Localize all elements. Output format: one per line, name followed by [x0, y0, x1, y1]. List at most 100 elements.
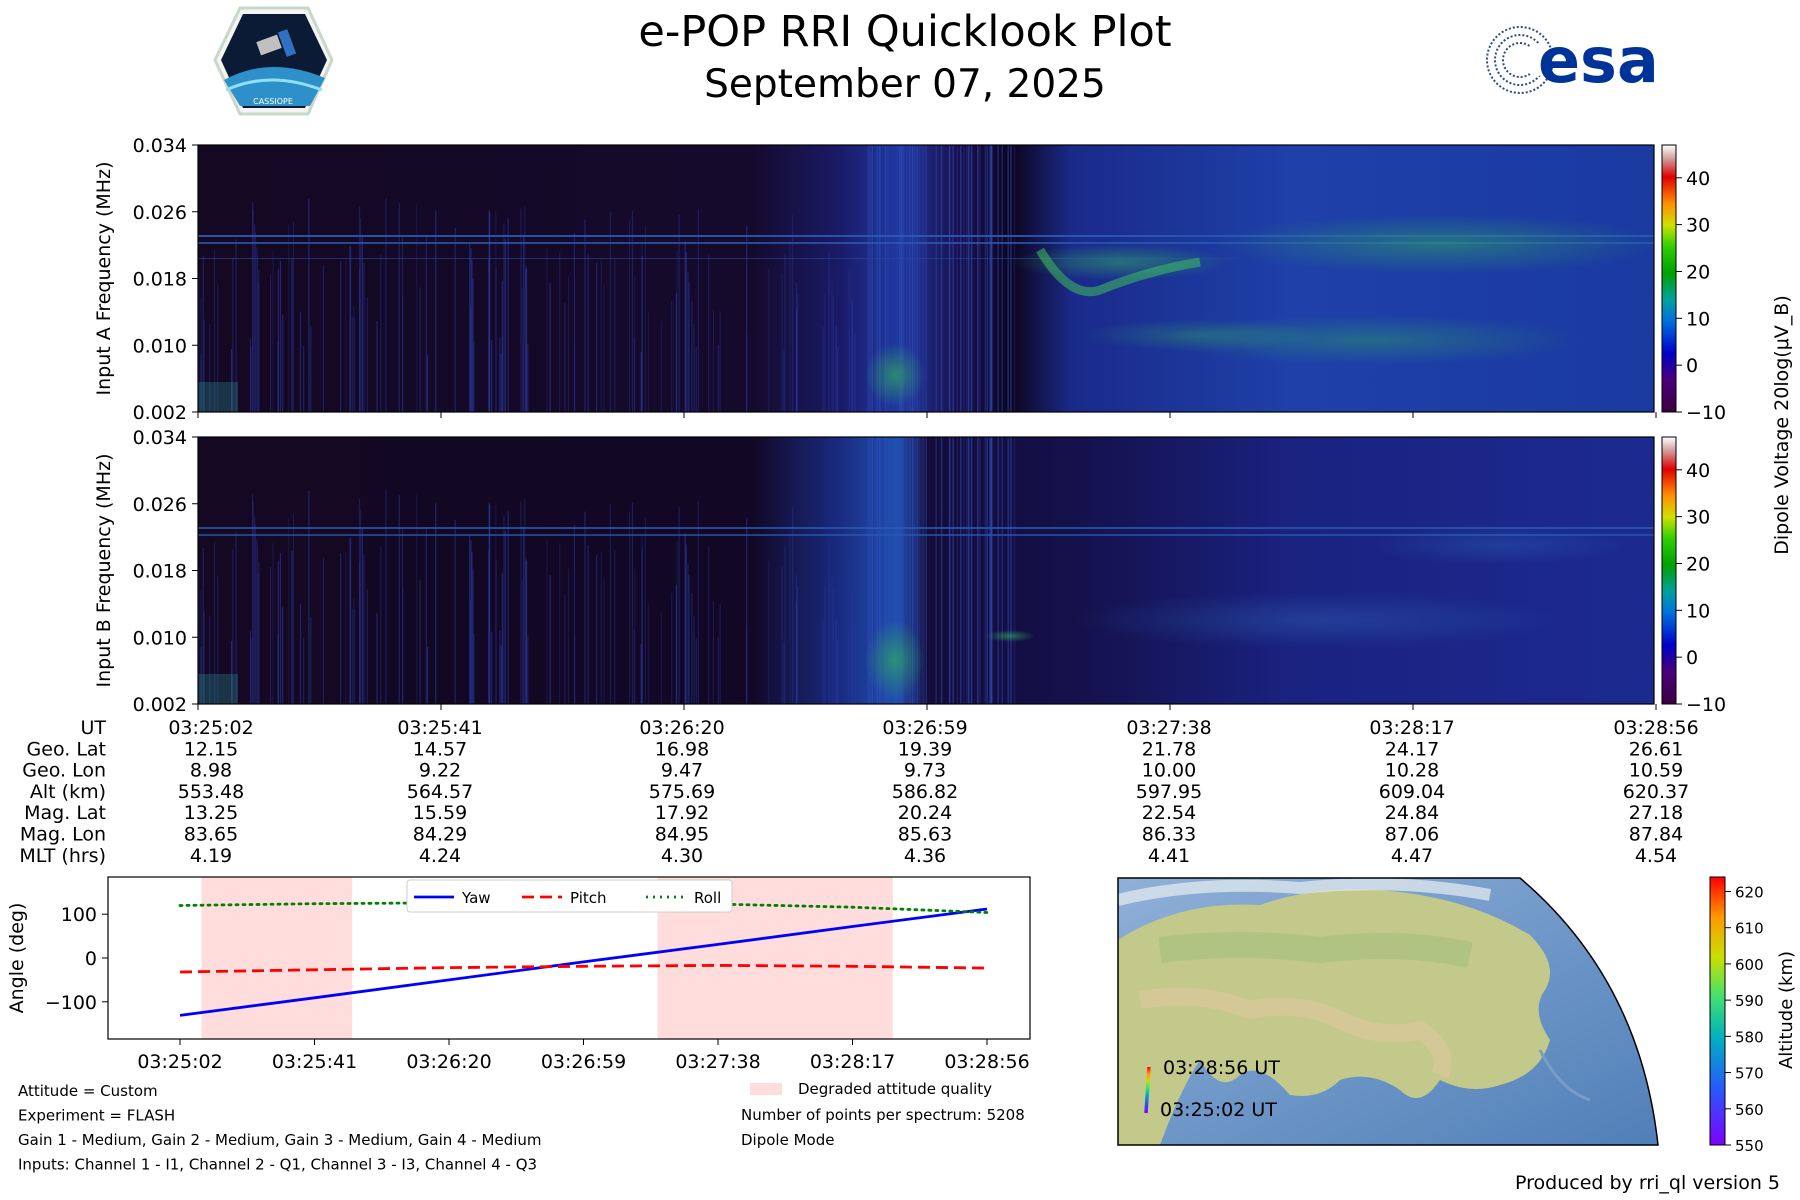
colorbar-tick-label: −10 [1686, 402, 1726, 424]
orbit-cell: 4.54 [1635, 845, 1677, 867]
cassiope-logo-text: CASSIOPE [253, 97, 293, 106]
orbit-cell: 83.65 [184, 824, 238, 846]
orbit-row-label: Geo. Lon [22, 760, 106, 782]
orbit-cell: 4.47 [1391, 845, 1433, 867]
orbit-row-label: Alt (km) [30, 781, 106, 803]
ground-track-line [1144, 1066, 1151, 1114]
orbit-cell: 597.95 [1136, 781, 1202, 803]
orbit-row-label: Mag. Lon [20, 824, 106, 846]
orbit-cell: 24.17 [1385, 738, 1439, 760]
orbit-row-label: Geo. Lat [27, 738, 106, 760]
colorbar-tick-label: 0 [1686, 355, 1698, 377]
ytick-label-b: 0.002 [133, 694, 187, 716]
series-roll [178, 901, 989, 914]
orbit-cell: 4.36 [904, 845, 946, 867]
orbit-cell: 84.29 [413, 824, 467, 846]
orbit-cell: 86.33 [1142, 824, 1196, 846]
altitude-tick-label: 580 [1735, 1028, 1764, 1046]
colorbar-tick-label: 10 [1686, 600, 1710, 622]
colorbar-tick-label: 40 [1686, 460, 1710, 482]
orbit-cell: 609.04 [1379, 781, 1445, 803]
attitude-xtick-label: 03:28:56 [944, 1051, 1029, 1073]
spectrogram-input-b [197, 436, 1655, 705]
degraded-legend-swatch [750, 1083, 782, 1095]
map-label-start: 03:25:02 UT [1160, 1099, 1277, 1121]
legend-label-pitch: Pitch [570, 889, 607, 907]
credit: Produced by rri_ql version 5 [1515, 1172, 1780, 1194]
ground-track-map: 03:28:56 UT 03:25:02 UT [1117, 877, 1659, 1146]
orbit-cell: 03:26:20 [639, 717, 724, 739]
attitude-xtick-label: 03:25:41 [272, 1051, 357, 1073]
points-per-spectrum: Number of points per spectrum: 5208 [741, 1106, 1025, 1124]
footer-note: Inputs: Channel 1 - I1, Channel 2 - Q1, … [18, 1156, 537, 1174]
orbit-table: UT 03:25:02 03:25:41 03:26:20 03:26:59 03:27:… [19, 717, 1698, 867]
orbit-row-label: Mag. Lat [24, 802, 106, 824]
orbit-cell: 10.00 [1142, 760, 1196, 782]
attitude-ytick-label: 100 [61, 904, 97, 926]
altitude-colorbar: 620 610 600 590 580 570 560 550 Altitude (km) [1709, 876, 1797, 1155]
orbit-cell: 4.24 [419, 845, 461, 867]
ytick-label-b: 0.034 [133, 427, 187, 449]
orbit-cell: 03:27:38 [1126, 717, 1211, 739]
footer-note: Attitude = Custom [18, 1082, 158, 1100]
attitude-legend: Yaw Pitch Roll [406, 879, 733, 913]
colorbar-tick-label: 30 [1686, 507, 1710, 529]
orbit-cell: 10.28 [1385, 760, 1439, 782]
degraded-region [201, 877, 353, 1039]
voltage-colorbar: 40 30 20 10 0 −10 40 30 20 10 0 −10 Dipole Voltage … [1661, 144, 1793, 716]
orbit-row-label: MLT (hrs) [19, 845, 106, 867]
altitude-tick-label: 600 [1735, 956, 1764, 974]
footer-notes: Attitude = Custom Experiment = FLASH Gain … [18, 1082, 542, 1174]
altitude-colorbar-label: Altitude (km) [1776, 951, 1797, 1069]
attitude-ytick-label: −100 [45, 992, 97, 1014]
colorbar-label: Dipole Voltage 20log(μV_B) [1771, 295, 1793, 555]
altitude-tick-label: 590 [1735, 992, 1764, 1010]
page-title: e-POP RRI Quicklook Plot [638, 7, 1171, 57]
altitude-tick-label: 560 [1735, 1101, 1764, 1119]
colorbar-tick-label: 40 [1686, 168, 1710, 190]
ytick-label-a: 0.034 [133, 135, 187, 157]
colorbar-tick-label: 20 [1686, 261, 1710, 283]
orbit-cell: 9.73 [904, 760, 946, 782]
orbit-cell: 13.25 [184, 802, 238, 824]
legend-label-roll: Roll [694, 889, 721, 907]
degraded-legend-label: Degraded attitude quality [798, 1080, 992, 1098]
ylabel-b: Input B Frequency (MHz) [93, 454, 115, 688]
series-yaw [179, 907, 988, 1017]
orbit-cell: 27.18 [1629, 802, 1683, 824]
attitude-ytick-label: 0 [85, 948, 97, 970]
orbit-cell: 84.95 [655, 824, 709, 846]
orbit-cell: 87.06 [1385, 824, 1439, 846]
cassiope-logo: CASSIOPE [213, 6, 334, 116]
colorbar-tick-label: −10 [1686, 694, 1726, 716]
orbit-cell: 03:26:59 [882, 717, 967, 739]
orbit-cell: 4.41 [1148, 845, 1190, 867]
orbit-cell: 553.48 [178, 781, 244, 803]
attitude-xtick-label: 03:26:59 [541, 1051, 626, 1073]
ytick-label-a: 0.018 [133, 269, 187, 291]
orbit-cell: 20.24 [898, 802, 952, 824]
footer-note: Experiment = FLASH [18, 1107, 175, 1125]
altitude-tick-label: 620 [1735, 883, 1764, 901]
orbit-cell: 03:25:41 [397, 717, 482, 739]
ylabel-a: Input A Frequency (MHz) [93, 162, 115, 396]
series-pitch [179, 963, 988, 974]
orbit-cell: 03:25:02 [168, 717, 253, 739]
esa-logo-text: esa [1538, 24, 1659, 97]
orbit-cell: 4.19 [190, 845, 232, 867]
orbit-cell: 03:28:56 [1613, 717, 1698, 739]
altitude-tick-label: 570 [1735, 1065, 1764, 1083]
altitude-tick-label: 610 [1735, 920, 1764, 938]
colorbar-tick-label: 30 [1686, 215, 1710, 237]
orbit-cell: 22.54 [1142, 802, 1196, 824]
altitude-tick-label: 550 [1735, 1137, 1764, 1155]
orbit-cell: 8.98 [190, 760, 232, 782]
dipole-mode: Dipole Mode [741, 1131, 834, 1149]
orbit-cell: 586.82 [892, 781, 958, 803]
attitude-xtick-label: 03:25:02 [137, 1051, 222, 1073]
orbit-cell: 9.22 [419, 760, 461, 782]
orbit-cell: 620.37 [1623, 781, 1689, 803]
map-label-end: 03:28:56 UT [1163, 1057, 1280, 1079]
ytick-label-a: 0.010 [133, 335, 187, 357]
